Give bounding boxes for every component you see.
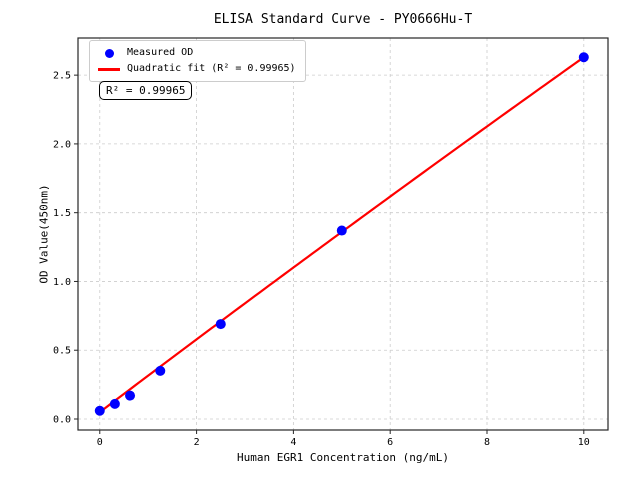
x-tick-label: 8 [484, 437, 490, 448]
x-tick-label: 2 [194, 437, 200, 448]
legend-entry-measured-od: Measured OD [97, 45, 296, 61]
data-point [578, 52, 589, 63]
x-tick-label: 4 [290, 437, 296, 448]
line-marker-icon [98, 67, 120, 71]
r-squared-annotation: R² = 0.99965 [99, 81, 193, 100]
y-tick-label: 1.5 [53, 208, 71, 219]
y-tick-label: 2.0 [53, 139, 71, 150]
y-tick-label: 2.5 [53, 71, 71, 82]
data-point [125, 390, 136, 401]
scatter-marker-icon [104, 48, 114, 58]
x-tick-label: 0 [97, 437, 103, 448]
data-point [109, 398, 120, 409]
y-axis-label: OD Value(450nm) [37, 184, 51, 284]
legend-label-quadratic-fit: Quadratic fit (R² = 0.99965) [127, 63, 296, 74]
axes-box [77, 37, 609, 431]
legend-label-measured-od: Measured OD [127, 47, 194, 58]
legend-entry-quadratic-fit: Quadratic fit (R² = 0.99965) [97, 61, 296, 77]
data-point [336, 225, 347, 236]
data-point [94, 405, 105, 416]
chart-title: ELISA Standard Curve - PY0666Hu-T [213, 12, 473, 27]
data-point [155, 365, 166, 376]
x-tick-label: 10 [578, 437, 590, 448]
y-tick-label: 1.0 [53, 277, 71, 288]
x-tick-label: 6 [387, 437, 393, 448]
y-tick-label: 0.0 [53, 414, 71, 425]
legend: Measured OD Quadratic fit (R² = 0.99965) [89, 40, 306, 82]
y-tick-label: 0.5 [53, 346, 71, 357]
x-axis-label: Human EGR1 Concentration (ng/mL) [237, 451, 449, 464]
data-point [215, 319, 226, 330]
